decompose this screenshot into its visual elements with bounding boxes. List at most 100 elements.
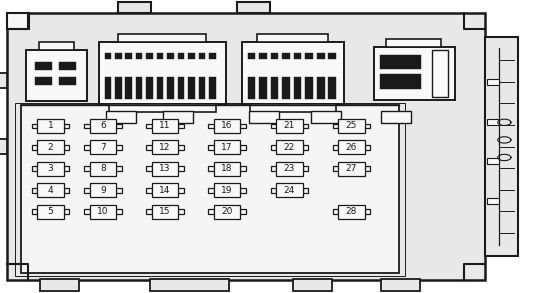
Bar — [32, 145, 37, 150]
Bar — [240, 188, 246, 193]
Bar — [116, 124, 122, 128]
Bar — [381, 279, 420, 291]
Bar — [240, 124, 246, 128]
Bar — [115, 77, 122, 99]
Bar — [37, 205, 64, 219]
Bar — [106, 111, 136, 123]
Bar — [157, 77, 163, 99]
Bar — [152, 162, 178, 176]
Bar — [163, 111, 193, 123]
Bar — [208, 145, 214, 150]
Text: 21: 21 — [284, 122, 295, 130]
Bar — [338, 119, 365, 133]
Bar — [240, 166, 246, 171]
Bar — [293, 279, 332, 291]
Bar — [432, 50, 448, 97]
Bar — [209, 77, 216, 99]
Bar — [109, 104, 216, 112]
Bar — [328, 53, 336, 59]
Bar — [115, 53, 122, 59]
Bar — [294, 77, 301, 99]
Bar — [104, 77, 111, 99]
Bar — [248, 53, 255, 59]
Bar — [90, 205, 116, 219]
Bar — [84, 145, 90, 150]
Bar — [208, 124, 214, 128]
Bar — [305, 53, 313, 59]
Bar — [271, 166, 276, 171]
Text: 15: 15 — [160, 207, 170, 216]
Bar — [249, 111, 279, 123]
Bar — [317, 53, 324, 59]
Bar — [240, 145, 246, 150]
Bar — [487, 119, 499, 125]
Bar — [32, 166, 37, 171]
Bar — [276, 162, 303, 176]
Bar — [136, 53, 142, 59]
Bar — [240, 209, 246, 214]
Bar — [178, 209, 184, 214]
Text: 4: 4 — [48, 186, 53, 195]
Bar — [333, 145, 338, 150]
Bar — [333, 124, 338, 128]
Bar — [178, 188, 184, 193]
Bar — [40, 279, 79, 291]
Bar — [21, 105, 399, 273]
Bar — [242, 42, 344, 104]
Bar — [84, 166, 90, 171]
Bar — [282, 53, 290, 59]
Text: 7: 7 — [100, 143, 106, 152]
Bar — [26, 50, 87, 101]
Bar — [146, 188, 152, 193]
Bar — [257, 34, 328, 42]
Bar — [259, 53, 267, 59]
Bar — [90, 119, 116, 133]
Bar — [214, 183, 240, 197]
Bar — [84, 209, 90, 214]
Bar — [328, 77, 336, 99]
Text: 1: 1 — [48, 122, 53, 130]
Bar — [32, 124, 37, 128]
Bar — [146, 209, 152, 214]
Bar — [116, 166, 122, 171]
Bar — [214, 119, 240, 133]
Bar — [276, 183, 303, 197]
Bar — [487, 158, 499, 164]
Bar — [136, 77, 142, 99]
Bar — [271, 188, 276, 193]
Bar — [338, 162, 365, 176]
Bar — [250, 104, 336, 112]
Bar — [178, 77, 184, 99]
Text: 8: 8 — [100, 164, 106, 173]
Bar — [64, 145, 69, 150]
Text: 9: 9 — [100, 186, 106, 195]
Text: 5: 5 — [48, 207, 53, 216]
Text: 6: 6 — [100, 122, 106, 130]
Bar — [37, 140, 64, 154]
Bar — [37, 119, 64, 133]
Text: 26: 26 — [346, 143, 357, 152]
Text: 19: 19 — [222, 186, 233, 195]
Bar — [386, 39, 441, 47]
Bar — [152, 205, 178, 219]
Bar — [302, 145, 308, 150]
Text: 14: 14 — [160, 186, 170, 195]
Text: 23: 23 — [284, 164, 295, 173]
Bar — [271, 145, 276, 150]
Bar — [39, 42, 74, 50]
Text: 27: 27 — [346, 164, 357, 173]
Bar — [271, 124, 276, 128]
Bar — [37, 162, 64, 176]
Text: 13: 13 — [160, 164, 170, 173]
Bar — [7, 13, 29, 29]
Bar — [276, 119, 303, 133]
Bar — [188, 53, 195, 59]
Bar — [178, 166, 184, 171]
Bar — [485, 37, 518, 256]
Bar — [381, 111, 411, 123]
Bar — [178, 53, 184, 59]
Bar — [64, 188, 69, 193]
Bar — [208, 209, 214, 214]
Text: 3: 3 — [48, 164, 53, 173]
Bar — [305, 77, 313, 99]
